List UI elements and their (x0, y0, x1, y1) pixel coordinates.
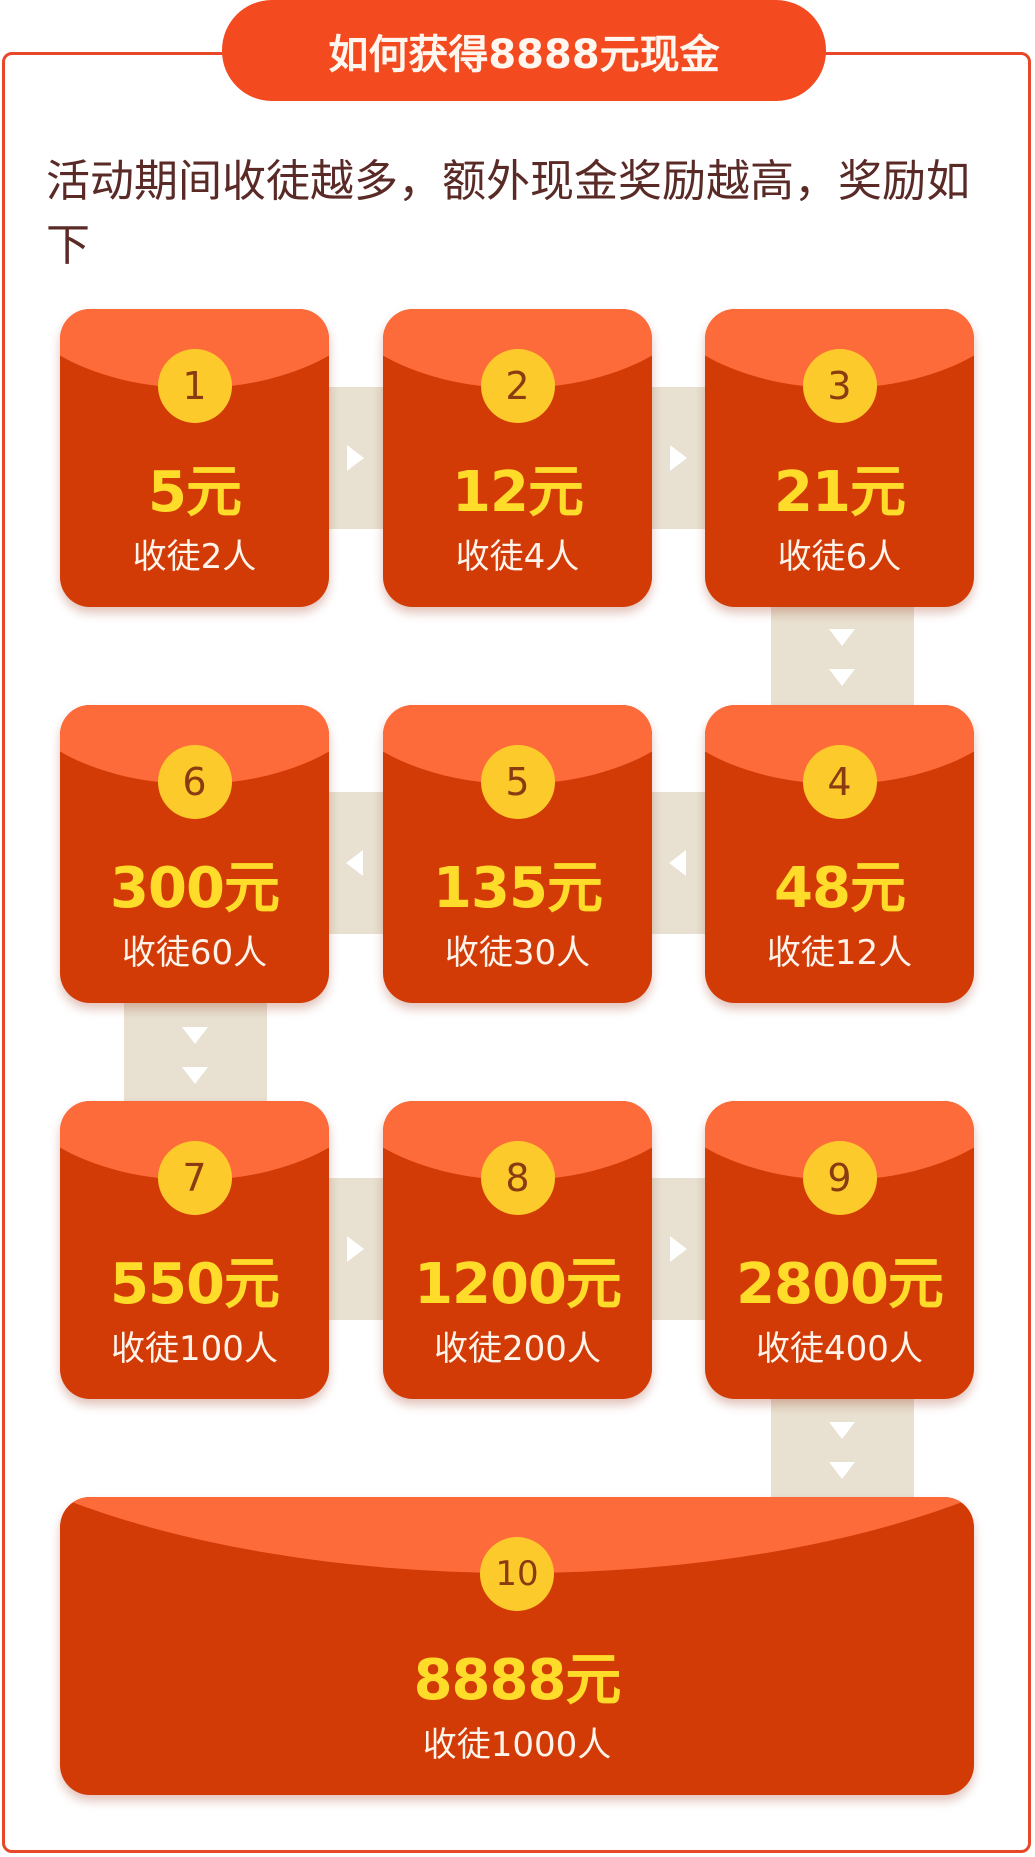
step-badge: 8 (480, 1141, 555, 1215)
reward-requirement: 收徒200人 (434, 1329, 601, 1369)
reward-amount: 8888元 (413, 1648, 622, 1713)
reward-amount: 300元 (110, 856, 280, 921)
arrow-down-icon (829, 1462, 855, 1479)
reward-card-2: 2 12元 收徒4人 (383, 309, 652, 607)
connector-8-9 (652, 1178, 708, 1320)
reward-requirement: 收徒1000人 (422, 1725, 612, 1765)
reward-card-4: 4 48元 收徒12人 (705, 705, 974, 1003)
arrow-down-icon (182, 1027, 208, 1044)
reward-requirement: 收徒60人 (121, 933, 268, 973)
connector-9-10 (771, 1396, 914, 1498)
reward-amount: 2800元 (736, 1252, 944, 1317)
reward-amount: 12元 (452, 460, 584, 525)
reward-amount: 21元 (774, 460, 906, 525)
reward-amount: 48元 (774, 856, 906, 921)
connector-2-3 (652, 387, 708, 529)
step-badge: 9 (802, 1141, 877, 1215)
page-title: 如何获得8888元现金 (222, 0, 826, 101)
reward-requirement: 收徒30人 (444, 933, 591, 973)
arrow-right-icon (347, 1236, 364, 1262)
reward-card-3: 3 21元 收徒6人 (705, 309, 974, 607)
reward-card-6: 6 300元 收徒60人 (60, 705, 329, 1003)
reward-requirement: 收徒2人 (132, 537, 257, 577)
step-badge: 1 (157, 349, 232, 423)
arrow-left-icon (346, 850, 363, 876)
reward-amount: 1200元 (414, 1252, 622, 1317)
intro-text: 活动期间收徒越多，额外现金奖励越高，奖励如下 (46, 156, 970, 271)
arrow-down-icon (829, 1422, 855, 1439)
arrow-right-icon (347, 445, 364, 471)
step-badge: 7 (157, 1141, 232, 1215)
reward-amount: 5元 (148, 460, 242, 525)
step-badge: 5 (480, 745, 555, 819)
arrow-left-icon (669, 850, 686, 876)
connector-7-8 (329, 1178, 385, 1320)
reward-requirement: 收徒400人 (756, 1329, 923, 1369)
connector-5-6 (329, 792, 385, 934)
arrow-right-icon (670, 1236, 687, 1262)
reward-requirement: 收徒6人 (777, 537, 902, 577)
connector-6-7 (124, 1000, 267, 1102)
arrow-down-icon (182, 1067, 208, 1084)
reward-card-8: 8 1200元 收徒200人 (383, 1101, 652, 1399)
reward-requirement: 收徒100人 (111, 1329, 278, 1369)
arrow-right-icon (670, 445, 687, 471)
connector-3-4 (771, 605, 914, 707)
step-badge: 2 (480, 349, 555, 423)
connector-4-5 (652, 792, 708, 934)
reward-card-10: 10 8888元 收徒1000人 (60, 1497, 974, 1795)
step-badge: 6 (157, 745, 232, 819)
arrow-down-icon (829, 629, 855, 646)
connector-1-2 (329, 387, 385, 529)
reward-amount: 135元 (433, 856, 603, 921)
reward-card-1: 1 5元 收徒2人 (60, 309, 329, 607)
arrow-down-icon (829, 669, 855, 686)
reward-amount: 550元 (110, 1252, 280, 1317)
reward-requirement: 收徒4人 (455, 537, 580, 577)
step-badge: 4 (802, 745, 877, 819)
step-badge: 3 (802, 349, 877, 423)
reward-requirement: 收徒12人 (766, 933, 913, 973)
step-badge: 10 (480, 1537, 554, 1611)
reward-card-9: 9 2800元 收徒400人 (705, 1101, 974, 1399)
reward-card-5: 5 135元 收徒30人 (383, 705, 652, 1003)
reward-card-7: 7 550元 收徒100人 (60, 1101, 329, 1399)
